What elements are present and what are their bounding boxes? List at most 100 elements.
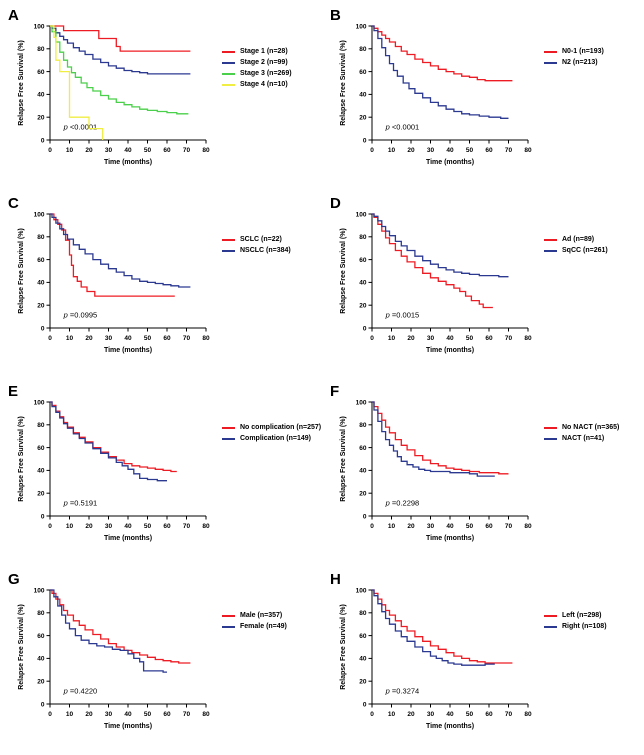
svg-text:10: 10 xyxy=(388,335,396,342)
svg-text:70: 70 xyxy=(505,147,513,154)
legend-label: Female (n=49) xyxy=(240,623,287,630)
svg-text:20: 20 xyxy=(37,115,45,122)
svg-text:100: 100 xyxy=(356,399,367,406)
svg-text:50: 50 xyxy=(466,711,474,718)
legend-swatch xyxy=(222,83,235,86)
svg-text:10: 10 xyxy=(388,147,396,154)
legend-label: NACT (n=41) xyxy=(562,435,605,442)
svg-text:80: 80 xyxy=(37,422,45,429)
svg-text:50: 50 xyxy=(466,523,474,530)
svg-text:20: 20 xyxy=(407,147,415,154)
svg-text:60: 60 xyxy=(163,147,171,154)
svg-text:20: 20 xyxy=(359,303,367,310)
legend-label: Complication (n=149) xyxy=(240,435,311,442)
panel-B: B 0 10 20 30 40 50 60 70 80 0 20 40 60 80 100 Time (mon… xyxy=(322,2,644,190)
km-plot-histology-sclc: 0 10 20 30 40 50 60 70 80 0 20 40 60 80 100 Time (month… xyxy=(12,206,216,369)
svg-text:80: 80 xyxy=(202,147,210,154)
legend-item: Complication (n=149) xyxy=(222,435,321,442)
plot-area-H: 0 10 20 30 40 50 60 70 80 0 20 40 60 80 100 Time (month… xyxy=(322,566,644,745)
svg-text:50: 50 xyxy=(466,147,474,154)
svg-text:60: 60 xyxy=(485,147,493,154)
legend-item: NACT (n=41) xyxy=(544,435,619,442)
legend-label: SqCC (n=261) xyxy=(562,247,608,254)
plot-area-B: 0 10 20 30 40 50 60 70 80 0 20 40 60 80 100 Time (month… xyxy=(322,2,644,181)
svg-text:100: 100 xyxy=(34,587,45,594)
panel-letter-A: A xyxy=(8,7,19,24)
km-plot-histology-ad-sqcc: 0 10 20 30 40 50 60 70 80 0 20 40 60 80 100 Time (month… xyxy=(334,206,538,369)
svg-text:80: 80 xyxy=(202,523,210,530)
panel-D: D 0 10 20 30 40 50 60 70 80 0 20 40 60 80 100 Time (mon… xyxy=(322,190,644,378)
legend-swatch xyxy=(222,72,235,75)
svg-text:p =0.2298: p =0.2298 xyxy=(385,499,420,508)
svg-text:20: 20 xyxy=(37,303,45,310)
svg-text:p =0.3274: p =0.3274 xyxy=(385,687,420,696)
svg-text:0: 0 xyxy=(41,513,45,520)
legend-swatch xyxy=(544,249,557,252)
svg-text:50: 50 xyxy=(144,711,152,718)
svg-text:10: 10 xyxy=(388,711,396,718)
svg-text:80: 80 xyxy=(202,711,210,718)
legend-label: No NACT (n=365) xyxy=(562,424,620,431)
svg-text:60: 60 xyxy=(359,69,367,76)
svg-text:40: 40 xyxy=(37,92,45,99)
panel-letter-B: B xyxy=(330,7,341,24)
legend-item: Female (n=49) xyxy=(222,623,287,630)
svg-text:20: 20 xyxy=(359,679,367,686)
svg-text:70: 70 xyxy=(183,147,191,154)
panel-C: C 0 10 20 30 40 50 60 70 80 0 20 40 60 80 100 Time (mon… xyxy=(0,190,322,378)
svg-text:80: 80 xyxy=(524,523,532,530)
svg-text:Relapse Free Survival (%): Relapse Free Survival (%) xyxy=(18,40,25,126)
legend-swatch xyxy=(544,437,557,440)
svg-text:60: 60 xyxy=(163,711,171,718)
panel-G: G 0 10 20 30 40 50 60 70 80 0 20 40 60 80 100 Time (mon… xyxy=(0,566,322,754)
svg-text:Time (months): Time (months) xyxy=(104,723,152,730)
svg-text:20: 20 xyxy=(85,147,93,154)
svg-text:50: 50 xyxy=(144,147,152,154)
svg-text:0: 0 xyxy=(370,711,374,718)
km-plot-sex: 0 10 20 30 40 50 60 70 80 0 20 40 60 80 100 Time (month… xyxy=(12,582,216,745)
svg-text:p =0.5191: p =0.5191 xyxy=(63,499,98,508)
svg-text:0: 0 xyxy=(370,523,374,530)
svg-text:20: 20 xyxy=(407,523,415,530)
svg-text:0: 0 xyxy=(363,325,367,332)
svg-text:p <0.0001: p <0.0001 xyxy=(385,123,420,132)
legend-label: Male (n=357) xyxy=(240,612,283,619)
svg-text:Relapse Free Survival (%): Relapse Free Survival (%) xyxy=(18,604,25,690)
svg-text:80: 80 xyxy=(524,335,532,342)
svg-text:20: 20 xyxy=(85,711,93,718)
legend-item: NSCLC (n=384) xyxy=(222,247,291,254)
svg-text:10: 10 xyxy=(66,711,74,718)
legend-item: Left (n=298) xyxy=(544,612,607,619)
km-plot-nstage: 0 10 20 30 40 50 60 70 80 0 20 40 60 80 100 Time (month… xyxy=(334,18,538,181)
km-svg: 0 10 20 30 40 50 60 70 80 0 20 40 60 80 100 Time (month… xyxy=(340,399,532,542)
svg-text:60: 60 xyxy=(485,523,493,530)
legend-label: Stage 2 (n=99) xyxy=(240,59,288,66)
svg-text:70: 70 xyxy=(183,335,191,342)
svg-text:50: 50 xyxy=(144,335,152,342)
svg-text:70: 70 xyxy=(505,335,513,342)
svg-text:100: 100 xyxy=(34,211,45,218)
svg-text:80: 80 xyxy=(359,422,367,429)
panel-letter-G: G xyxy=(8,571,20,588)
plot-area-G: 0 10 20 30 40 50 60 70 80 0 20 40 60 80 100 Time (month… xyxy=(0,566,322,745)
legend-label: Stage 4 (n=10) xyxy=(240,81,288,88)
km-plot-stage: 0 10 20 30 40 50 60 70 80 0 20 40 60 80 100 Time (month… xyxy=(12,18,216,181)
svg-text:60: 60 xyxy=(37,257,45,264)
svg-text:70: 70 xyxy=(183,523,191,530)
legend-complication: No complication (n=257) Complication (n=1… xyxy=(222,424,321,446)
legend-stage: Stage 1 (n=28) Stage 2 (n=99) Stage 3 (n=2… xyxy=(222,48,292,92)
svg-text:0: 0 xyxy=(48,147,52,154)
svg-text:40: 40 xyxy=(359,656,367,663)
svg-text:40: 40 xyxy=(124,147,132,154)
legend-item: Stage 4 (n=10) xyxy=(222,81,292,88)
legend-nstage: N0-1 (n=193) N2 (n=213) xyxy=(544,48,604,70)
svg-text:0: 0 xyxy=(370,335,374,342)
legend-item: No NACT (n=365) xyxy=(544,424,619,431)
svg-text:20: 20 xyxy=(85,335,93,342)
svg-text:20: 20 xyxy=(37,679,45,686)
svg-text:30: 30 xyxy=(427,147,435,154)
km-svg: 0 10 20 30 40 50 60 70 80 0 20 40 60 80 100 Time (month… xyxy=(18,23,210,166)
legend-label: Ad (n=89) xyxy=(562,236,595,243)
plot-area-D: 0 10 20 30 40 50 60 70 80 0 20 40 60 80 100 Time (month… xyxy=(322,190,644,369)
